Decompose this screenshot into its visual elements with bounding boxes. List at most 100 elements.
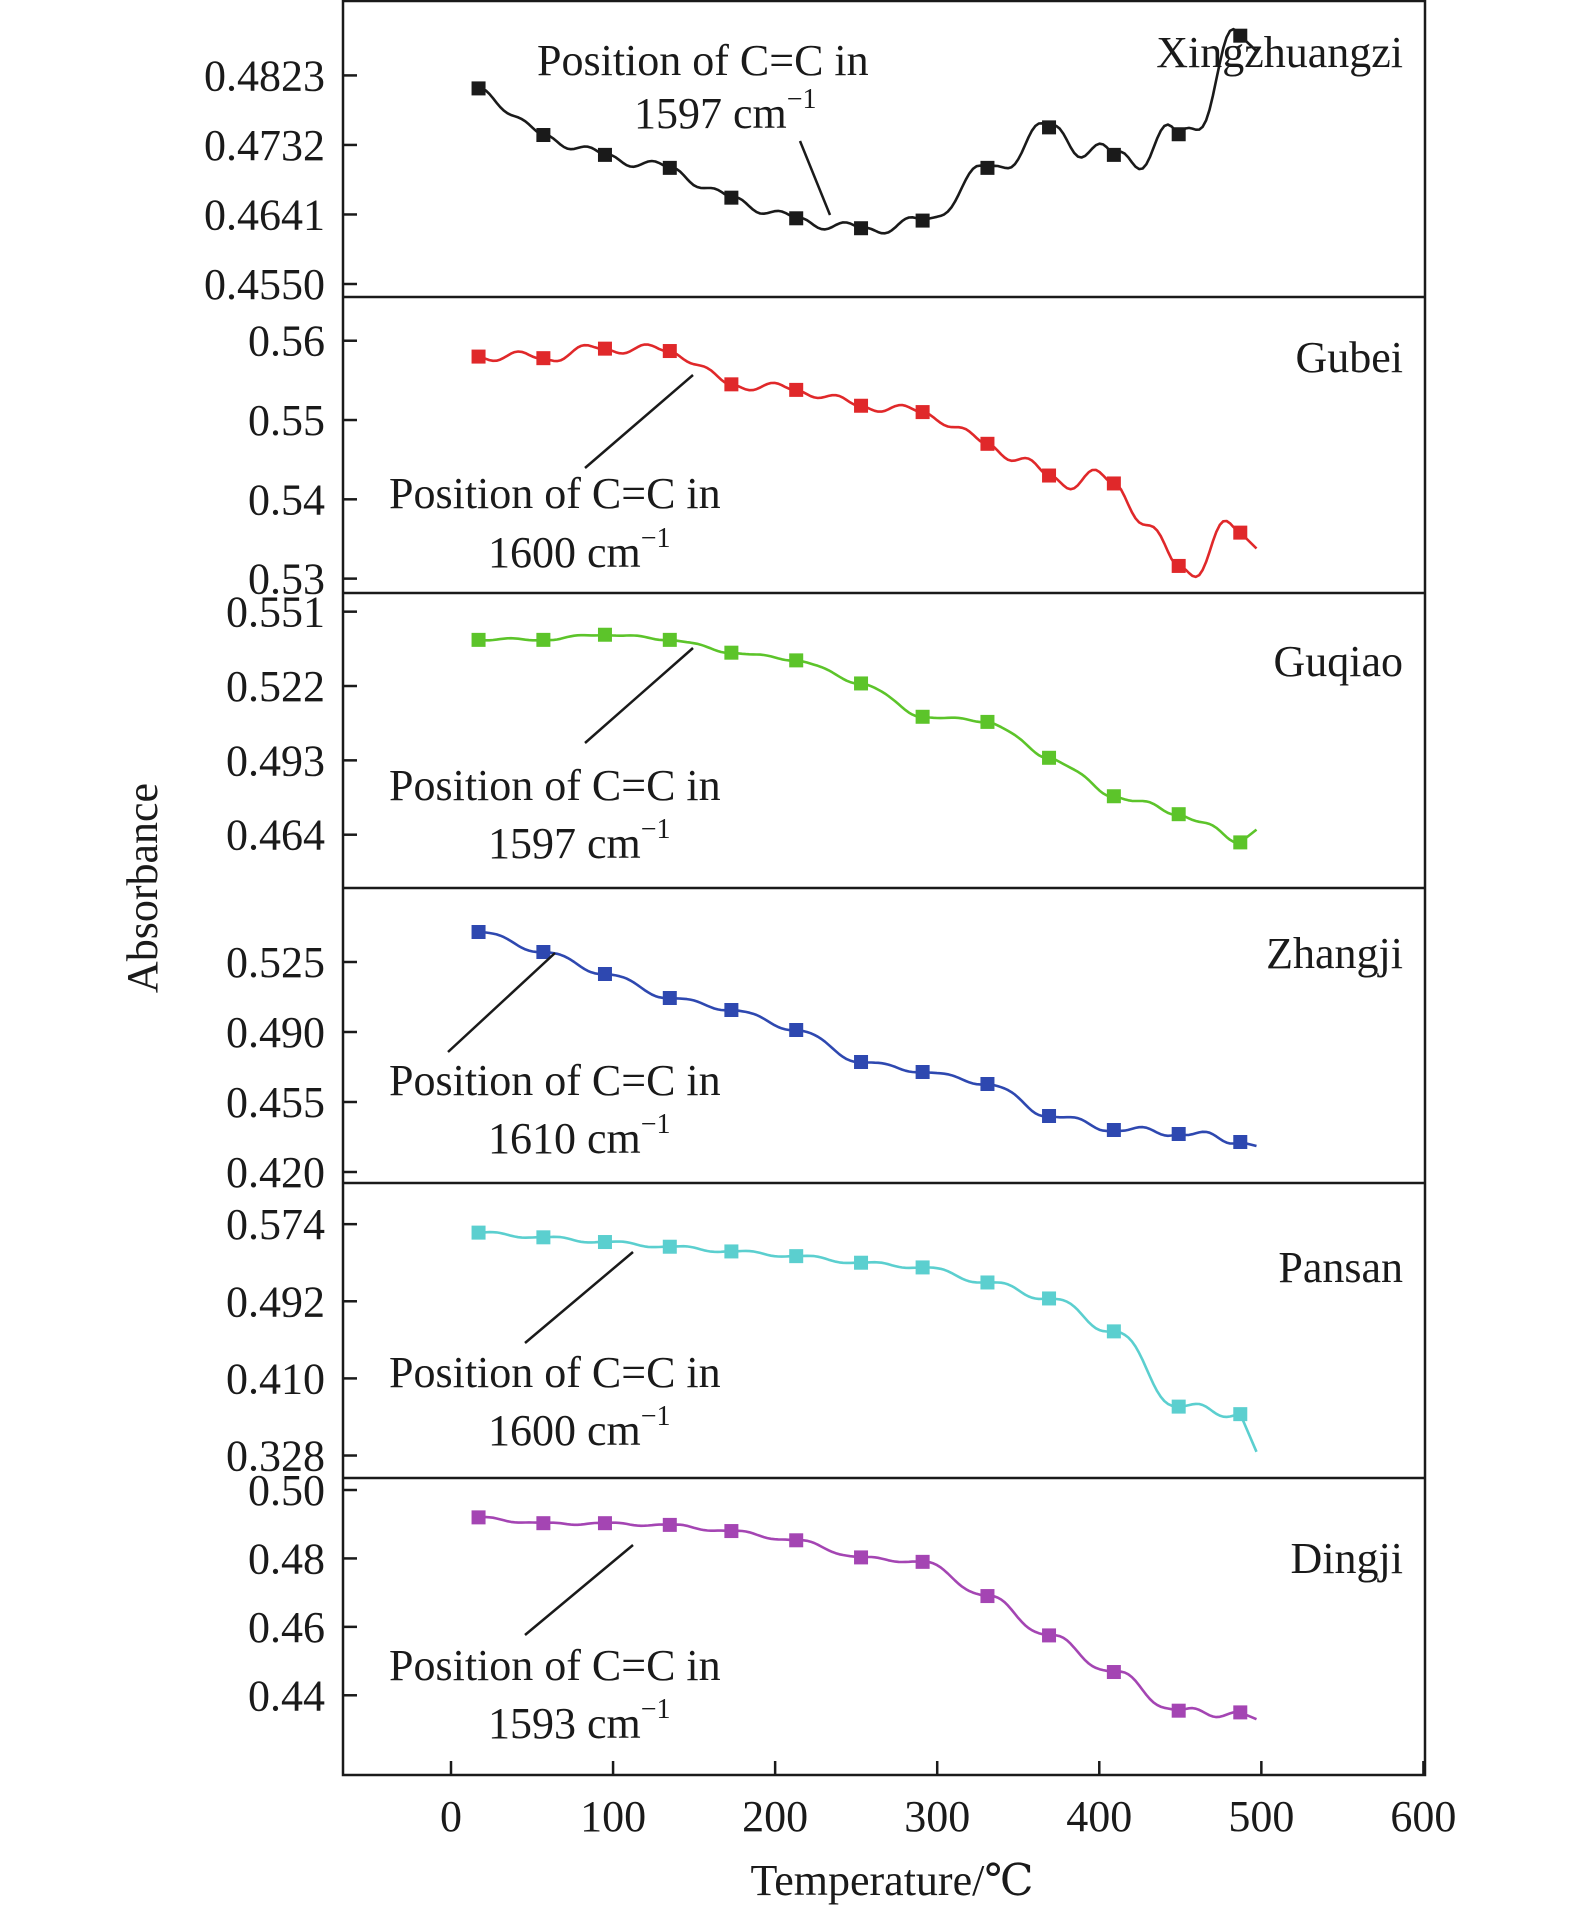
data-point-marker — [789, 653, 804, 668]
data-point-marker — [1171, 1127, 1186, 1141]
data-point-marker — [471, 1225, 486, 1240]
y-tick-label: 0.492 — [226, 1277, 325, 1326]
data-point-marker — [1106, 476, 1121, 491]
annotation-line2: 1597 cm−1 — [634, 84, 817, 138]
data-point-marker — [980, 714, 995, 729]
annotation-leader — [584, 374, 694, 469]
data-point-marker — [1106, 1324, 1121, 1339]
x-tick-label: 400 — [1066, 1792, 1132, 1841]
data-point-marker — [662, 632, 677, 647]
data-point-marker — [980, 1589, 995, 1604]
data-point-marker — [662, 991, 677, 1005]
annotation-superscript: −1 — [641, 1401, 671, 1432]
data-point-marker — [662, 160, 677, 175]
data-point-marker — [471, 925, 486, 939]
y-tick-label: 0.53 — [248, 555, 325, 604]
y-tick-label: 0.50 — [248, 1466, 325, 1515]
data-point-marker — [1171, 558, 1186, 573]
data-point-marker — [724, 1524, 739, 1539]
data-point-marker — [597, 341, 612, 356]
data-point-marker — [597, 147, 612, 162]
data-point-marker — [471, 1510, 486, 1525]
y-tick-label: 0.455 — [226, 1078, 325, 1127]
data-point-marker — [854, 1055, 869, 1069]
y-tick-label: 0.493 — [226, 736, 325, 785]
data-point-marker — [597, 1516, 612, 1531]
annotation-superscript: −1 — [641, 523, 671, 554]
data-point-marker — [1042, 468, 1057, 483]
panel-name-dingji: Dingji — [1291, 1534, 1403, 1583]
data-point-marker — [854, 1255, 869, 1270]
annotation-line1: Position of C=C in — [389, 761, 721, 810]
annotation-line2: 1600 cm−1 — [488, 523, 671, 577]
x-tick-label: 100 — [580, 1792, 646, 1841]
data-point-marker — [536, 1516, 551, 1531]
annotation-line2: 1593 cm−1 — [488, 1694, 671, 1748]
data-point-marker — [1171, 127, 1186, 142]
data-point-marker — [854, 221, 869, 236]
data-point-marker — [1233, 1135, 1248, 1149]
x-tick-label: 0 — [440, 1792, 462, 1841]
data-point-marker — [1042, 1291, 1057, 1306]
data-point-marker — [1042, 1109, 1057, 1123]
data-point-marker — [915, 709, 930, 724]
data-point-marker — [1233, 28, 1248, 43]
data-point-marker — [536, 945, 551, 959]
annotation-line1: Position of C=C in — [389, 469, 721, 518]
data-point-marker — [1042, 750, 1057, 765]
y-tick-label: 0.4641 — [204, 190, 325, 239]
data-point-marker — [471, 81, 486, 96]
data-point-marker — [1171, 1399, 1186, 1414]
y-tick-label: 0.4550 — [204, 260, 325, 309]
data-point-marker — [724, 377, 739, 392]
data-point-marker — [724, 190, 739, 205]
y-tick-label: 0.4732 — [204, 121, 325, 170]
y-tick-label: 0.56 — [248, 317, 325, 366]
data-point-marker — [662, 1517, 677, 1532]
data-point-marker — [1106, 789, 1121, 804]
data-point-marker — [854, 398, 869, 413]
annotation-leader — [524, 1544, 634, 1636]
data-point-marker — [536, 632, 551, 647]
panel-name-xingzhuangzi: Xingzhuangzi — [1156, 28, 1403, 77]
annotation-superscript: −1 — [641, 1109, 671, 1140]
panel-name-gubei: Gubei — [1295, 333, 1403, 382]
annotation-line2: 1597 cm−1 — [488, 814, 671, 868]
data-point-marker — [1106, 1665, 1121, 1680]
data-point-marker — [536, 1230, 551, 1245]
data-point-marker — [980, 1077, 995, 1091]
x-axis-title: Temperature/℃ — [750, 1856, 1033, 1905]
y-tick-label: 0.490 — [226, 1008, 325, 1057]
data-point-marker — [789, 1533, 804, 1548]
annotation-line1: Position of C=C in — [389, 1056, 721, 1105]
data-point-marker — [915, 1554, 930, 1569]
x-tick-label: 500 — [1228, 1792, 1294, 1841]
y-tick-label: 0.4823 — [204, 51, 325, 100]
x-tick-label: 300 — [904, 1792, 970, 1841]
data-point-marker — [724, 1244, 739, 1259]
y-tick-label: 0.328 — [226, 1432, 325, 1481]
annotation-superscript: −1 — [787, 84, 817, 115]
data-point-marker — [536, 128, 551, 143]
y-tick-label: 0.464 — [226, 811, 325, 860]
data-point-marker — [980, 160, 995, 175]
series-line-guqiao — [478, 633, 1258, 844]
y-tick-label: 0.551 — [226, 588, 325, 637]
annotation-leader — [524, 1251, 634, 1344]
data-point-marker — [980, 436, 995, 451]
data-point-marker — [789, 1023, 804, 1037]
annotation-leader — [447, 952, 556, 1053]
annotation-line1: Position of C=C in — [389, 1348, 721, 1397]
data-point-marker — [1233, 1705, 1248, 1720]
data-point-marker — [597, 627, 612, 642]
data-point-marker — [789, 382, 804, 397]
annotation-line2: 1610 cm−1 — [488, 1109, 671, 1163]
panel-name-zhangji: Zhangji — [1266, 929, 1403, 978]
data-point-marker — [1042, 1628, 1057, 1643]
y-axis-title: Absorbance — [118, 783, 167, 993]
y-tick-label: 0.410 — [226, 1354, 325, 1403]
data-point-marker — [915, 405, 930, 420]
y-tick-label: 0.574 — [226, 1200, 325, 1249]
data-point-marker — [1106, 147, 1121, 162]
data-point-marker — [597, 1235, 612, 1250]
